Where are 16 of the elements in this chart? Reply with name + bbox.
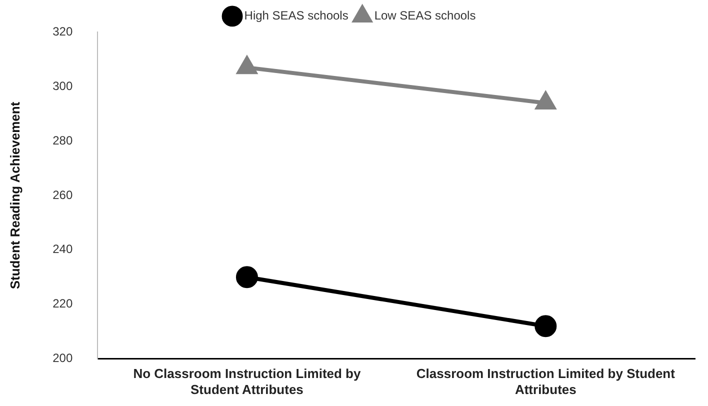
point [536,92,556,110]
x-tick-label: Classroom Instruction Limited by Student Attributes [416,366,676,397]
x-tick-label: No Classroom Instruction Limited by Student Attributes [133,366,362,397]
y-tick-label: 200 [52,351,73,366]
y-tick-label: 280 [52,133,73,148]
point [237,56,257,74]
point [534,315,557,338]
point [236,266,258,288]
y-tick-label: 300 [52,78,73,93]
y-tick-label: 240 [52,242,73,256]
y-tick-label: 220 [52,296,73,311]
y-tick-label: 260 [52,188,73,202]
y-axis-title: Student Reading Achievement [7,101,22,290]
legend-label: High SEAS schools [244,8,348,23]
legend-label: Low SEAS schools [374,8,476,23]
y-tick-label: 320 [52,24,73,39]
